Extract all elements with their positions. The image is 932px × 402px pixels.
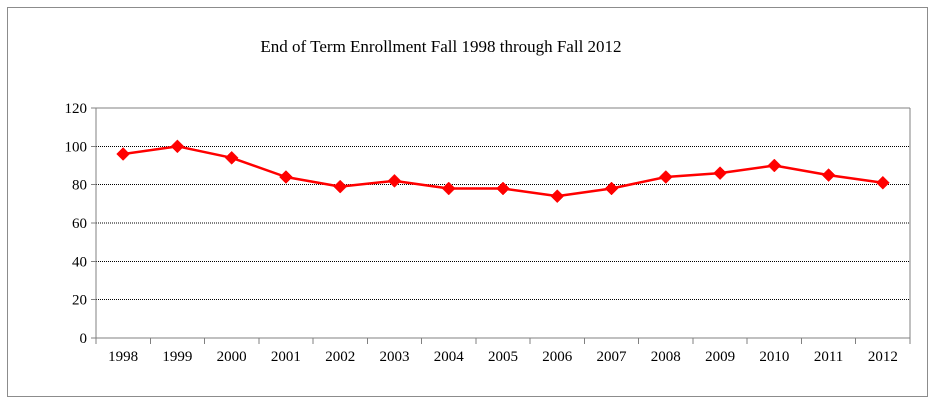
x-tick-label: 1999 — [162, 349, 192, 365]
x-tick-label: 2003 — [379, 349, 409, 365]
x-tick-label: 2001 — [271, 349, 301, 365]
data-point-2004 — [441, 181, 456, 196]
y-tick-label: 0 — [80, 331, 88, 347]
x-tick-label: 2000 — [217, 349, 247, 365]
data-point-1998 — [116, 147, 130, 161]
data-point-1999 — [170, 139, 185, 154]
data-point-2007 — [604, 181, 619, 196]
data-point-2011 — [821, 168, 836, 182]
x-tick-label: 2005 — [488, 349, 518, 365]
series-layer — [116, 139, 890, 204]
chart-title: End of Term Enrollment Fall 1998 through… — [260, 37, 621, 56]
y-axis-tick-labels: 0 20 40 60 80 100 120 — [65, 101, 88, 347]
x-tick-label: 2011 — [814, 349, 843, 365]
data-point-2001 — [279, 170, 293, 184]
x-axis-tick-labels: 1998 1999 2000 2001 2002 2003 2004 2005 2006 2007… — [108, 349, 898, 365]
data-point-2006 — [550, 189, 565, 204]
axes — [91, 107, 911, 344]
gridlines — [96, 107, 910, 301]
data-point-2002 — [333, 179, 348, 194]
x-tick-label: 2012 — [868, 349, 898, 365]
y-tick-label: 100 — [65, 139, 88, 155]
y-tick-label: 20 — [72, 293, 87, 309]
data-point-2005 — [496, 181, 510, 196]
x-tick-label: 2008 — [651, 349, 681, 365]
x-tick-label: 2010 — [759, 349, 789, 365]
x-tick-label: 2009 — [705, 349, 735, 365]
x-tick-label: 2002 — [325, 349, 355, 365]
y-tick-label: 80 — [72, 178, 87, 194]
y-tick-label: 120 — [65, 101, 88, 117]
data-point-2000 — [224, 150, 239, 165]
data-point-2009 — [713, 166, 727, 181]
data-point-2012 — [876, 175, 890, 190]
y-tick-label: 60 — [72, 216, 87, 232]
chart-frame — [7, 7, 928, 397]
data-point-2010 — [767, 158, 782, 173]
data-point-2008 — [658, 170, 673, 184]
x-tick-label: 2007 — [597, 349, 628, 365]
x-tick-label: 1998 — [108, 349, 138, 365]
x-tick-label: 2004 — [434, 349, 465, 365]
y-tick-label: 40 — [72, 254, 87, 270]
data-point-2003 — [387, 173, 402, 188]
x-tick-label: 2006 — [542, 349, 573, 365]
